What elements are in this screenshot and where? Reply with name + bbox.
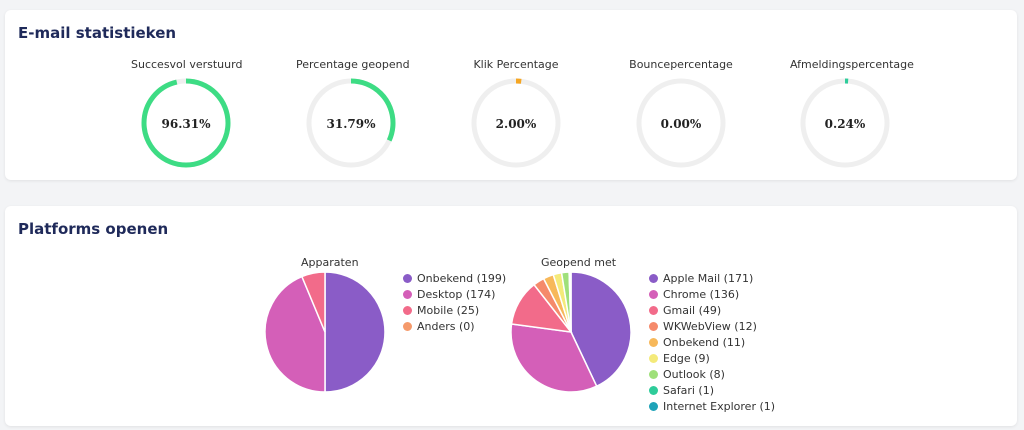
legend-item-5-2[interactable]: Mobile (25): [403, 302, 506, 318]
legend-dot-icon: [403, 289, 412, 299]
legend-label: Chrome (136): [663, 287, 740, 301]
email-stats-card: E-mail statistieken Succesvol verstuurd …: [5, 10, 1017, 180]
gauge-opened-label: Percentage geopend: [296, 58, 410, 71]
pie-slice-6-8[interactable]: [569, 271, 572, 333]
gauge-unsubscribe: Afmeldingspercentage 0.24%: [790, 58, 914, 170]
gauge-opened-arc: [306, 78, 396, 168]
email-stats-title: E-mail statistieken: [18, 24, 177, 42]
pie-clients-chart: [510, 271, 632, 393]
legend-dot-icon: [649, 337, 658, 347]
pie-devices-legend: Onbekend (199) Desktop (174) Mobile (25) An…: [403, 270, 506, 334]
pie-clients-title: Geopend met: [541, 256, 617, 269]
gauge-unsubscribe-value: 0.24%: [824, 117, 866, 131]
legend-dot-icon: [403, 273, 412, 283]
legend-item-5-1[interactable]: Desktop (174): [403, 286, 506, 302]
pie-slice-6-0[interactable]: [570, 271, 632, 388]
legend-item-6-3[interactable]: WKWebView (12): [649, 318, 775, 334]
pie-devices-chart: [264, 271, 386, 393]
pie-clients-legend: Apple Mail (171) Chrome (136) Gmail (49) WK…: [649, 270, 775, 414]
legend-label: Edge (9): [663, 351, 710, 365]
legend-dot-icon: [403, 321, 412, 331]
legend-label: Gmail (49): [663, 303, 722, 317]
legend-dot-icon: [403, 305, 412, 315]
legend-item-6-6[interactable]: Outlook (8): [649, 366, 775, 382]
legend-item-6-7[interactable]: Safari (1): [649, 382, 775, 398]
gauge-sent-arc: [141, 78, 231, 168]
legend-label: Internet Explorer (1): [663, 399, 776, 413]
legend-item-6-4[interactable]: Onbekend (11): [649, 334, 775, 350]
gauge-bounce-ring: [636, 78, 726, 168]
gauge-bounce: Bouncepercentage 0.00%: [626, 58, 736, 170]
gauge-click-ring: [471, 78, 561, 168]
gauge-click-label: Klik Percentage: [473, 58, 559, 71]
gauge-opened-value: 31.79%: [326, 117, 376, 131]
legend-label: Onbekend (199): [417, 271, 507, 285]
gauge-bounce-track: [636, 78, 726, 168]
gauge-sent-value: 96.31%: [161, 117, 211, 131]
legend-dot-icon: [649, 401, 658, 411]
pie-slice-5-1[interactable]: [264, 275, 326, 393]
gauge-click-arc: [471, 78, 561, 168]
gauge-unsubscribe-arc: [800, 78, 890, 168]
legend-label: Anders (0): [417, 319, 475, 333]
legend-item-6-0[interactable]: Apple Mail (171): [649, 270, 775, 286]
legend-item-6-5[interactable]: Edge (9): [649, 350, 775, 366]
gauge-opened-ring: [306, 78, 396, 168]
gauge-click-value: 2.00%: [495, 117, 537, 131]
platforms-title: Platforms openen: [18, 220, 169, 238]
legend-dot-icon: [649, 369, 658, 379]
gauge-sent-ring: [141, 78, 231, 168]
legend-label: Mobile (25): [417, 303, 480, 317]
legend-dot-icon: [649, 353, 658, 363]
gauge-opened: Percentage geopend 31.79%: [296, 58, 410, 170]
legend-item-6-1[interactable]: Chrome (136): [649, 286, 775, 302]
gauge-click: Klik Percentage 2.00%: [461, 58, 571, 170]
legend-label: Outlook (8): [663, 367, 725, 381]
legend-dot-icon: [649, 385, 658, 395]
pie-slice-5-0[interactable]: [324, 271, 386, 393]
legend-item-6-2[interactable]: Gmail (49): [649, 302, 775, 318]
gauge-sent-label: Succesvol verstuurd: [131, 58, 243, 71]
legend-label: Onbekend (11): [663, 335, 746, 349]
legend-label: Apple Mail (171): [663, 271, 754, 285]
legend-dot-icon: [649, 305, 658, 315]
legend-label: Safari (1): [663, 383, 714, 397]
legend-item-5-3[interactable]: Anders (0): [403, 318, 506, 334]
gauge-bounce-value: 0.00%: [660, 117, 702, 131]
platforms-card: Platforms openen Apparaten Onbekend (199…: [5, 206, 1017, 426]
gauge-bounce-label: Bouncepercentage: [629, 58, 733, 71]
legend-item-6-8[interactable]: Internet Explorer (1): [649, 398, 775, 414]
legend-dot-icon: [649, 289, 658, 299]
gauge-sent: Succesvol verstuurd 96.31%: [131, 58, 243, 170]
gauge-unsubscribe-label: Afmeldingspercentage: [790, 58, 914, 71]
gauge-unsubscribe-ring: [800, 78, 890, 168]
legend-item-5-0[interactable]: Onbekend (199): [403, 270, 506, 286]
legend-dot-icon: [649, 321, 658, 331]
legend-label: WKWebView (12): [663, 319, 757, 333]
legend-dot-icon: [649, 273, 658, 283]
pie-slice-6-1[interactable]: [510, 323, 598, 393]
legend-label: Desktop (174): [417, 287, 496, 301]
pie-slice-5-2[interactable]: [300, 271, 326, 333]
pie-devices-title: Apparaten: [301, 256, 359, 269]
